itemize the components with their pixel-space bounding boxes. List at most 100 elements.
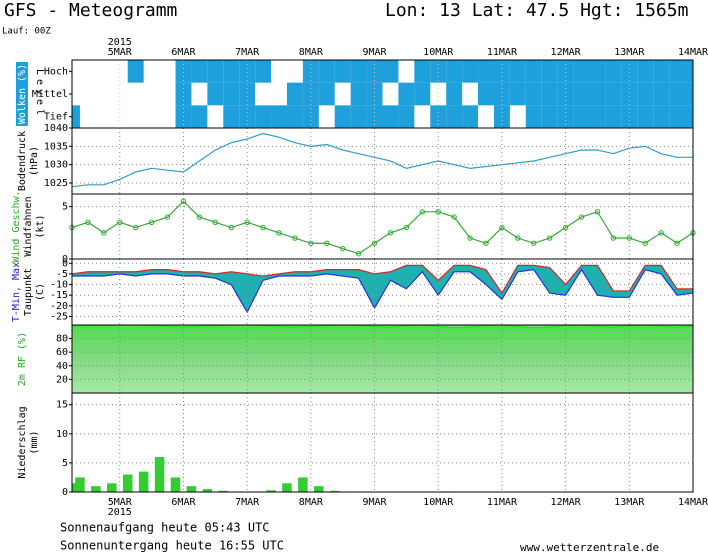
series-marker xyxy=(403,224,410,231)
series-marker xyxy=(658,230,664,236)
cloud-cell xyxy=(414,82,431,106)
cloud-cell xyxy=(573,105,590,128)
y-axis-label: (C) xyxy=(35,283,46,301)
cloud-cell xyxy=(72,105,80,128)
cloud-cell xyxy=(541,105,558,128)
cloud-cell xyxy=(144,105,160,128)
cloud-cell xyxy=(414,60,431,83)
y-tick-label: 0 xyxy=(62,254,68,265)
cloud-cell xyxy=(653,82,670,106)
cloud-cell xyxy=(557,60,574,83)
cloud-cell xyxy=(72,60,80,83)
location: Lon: 13 Lat: 47.5 Hgt: 1565m xyxy=(385,0,688,21)
x-tick-label-top: 6MAR xyxy=(171,47,196,58)
series-marker xyxy=(339,245,346,252)
bar xyxy=(170,477,181,492)
sunrise: Sonnenaufgang heute 05:43 UTC xyxy=(60,521,270,535)
bar xyxy=(75,477,85,492)
series-marker xyxy=(371,240,378,246)
series-marker xyxy=(562,224,569,231)
y-axis-label: Taupunkt xyxy=(23,268,34,316)
bar xyxy=(202,489,213,492)
series-line xyxy=(71,132,693,188)
cloud-cell xyxy=(255,60,272,83)
cloud-cell xyxy=(366,60,383,83)
series-line xyxy=(71,264,693,295)
series-area xyxy=(71,324,694,394)
y-axis-label: T-Min, Max xyxy=(11,262,22,322)
cloud-cell xyxy=(589,82,606,106)
y-axis-label: (hPa) xyxy=(29,146,40,176)
cloud-cell xyxy=(653,105,670,128)
cloud-cell xyxy=(637,60,654,83)
series-marker xyxy=(228,224,234,231)
cloud-cell xyxy=(478,60,494,83)
cloud-cell xyxy=(144,83,160,106)
x-tick-label-bottom: 8MAR xyxy=(299,497,324,508)
series-marker xyxy=(467,235,473,241)
cloud-cell xyxy=(255,83,271,106)
series-marker xyxy=(626,235,633,241)
cloud-cell xyxy=(350,82,367,106)
cloud-cell xyxy=(557,82,574,106)
cloud-cell xyxy=(160,83,176,106)
cloud-cell xyxy=(573,82,590,106)
y-tick-label: -15 xyxy=(50,290,68,301)
series-marker xyxy=(117,219,123,226)
y-tick-label: -10 xyxy=(50,280,68,291)
cloud-cell xyxy=(605,82,622,106)
cloud-cell xyxy=(541,82,558,106)
cloud-cell xyxy=(207,105,223,128)
series-marker xyxy=(196,214,203,220)
cloud-cell xyxy=(112,83,128,106)
year-top: 2015 xyxy=(108,37,132,48)
series-marker xyxy=(387,230,394,236)
bar xyxy=(218,490,229,492)
y-tick-label: 80 xyxy=(56,334,68,345)
cloud-cell xyxy=(160,105,176,128)
series-line xyxy=(71,200,694,255)
x-tick-label-top: 10MAR xyxy=(423,47,454,58)
cloud-cell xyxy=(335,83,351,106)
series-marker xyxy=(212,219,219,226)
cloud-cell xyxy=(382,60,399,83)
x-tick-label-bottom: 12MAR xyxy=(551,497,582,508)
x-tick-label-bottom: 14MAR xyxy=(678,497,708,508)
cloud-cell xyxy=(128,83,144,106)
series-marker xyxy=(324,240,330,246)
series-marker xyxy=(451,214,457,220)
y-tick-label: 1030 xyxy=(44,160,68,171)
cloud-cell xyxy=(239,60,256,83)
cloud-cell xyxy=(127,60,144,83)
cloud-cell xyxy=(302,60,319,83)
series-line xyxy=(72,268,694,314)
cloud-cell xyxy=(478,82,494,106)
x-tick-label-top: 5MAR xyxy=(108,47,133,58)
cloud-cell xyxy=(318,60,335,83)
x-tick-label-bottom: 13MAR xyxy=(614,497,645,508)
cloud-cell xyxy=(319,105,335,128)
series-marker xyxy=(531,240,537,246)
cloud-cell xyxy=(286,105,303,128)
cloud-cell xyxy=(382,105,399,128)
cloud-cell xyxy=(621,60,638,83)
y-axis-label: Windfahnen xyxy=(23,196,34,256)
series-marker xyxy=(132,224,139,231)
y-axis-label: Niederschlag xyxy=(17,406,28,478)
series-marker xyxy=(308,240,314,246)
cloud-cell xyxy=(223,82,240,106)
cloud-cell xyxy=(637,105,654,128)
source: www.wetterzentrale.de xyxy=(520,541,659,553)
cloud-cell xyxy=(605,105,622,128)
y-axis-label: (mm) xyxy=(29,430,40,454)
series-marker xyxy=(180,198,187,205)
cloud-cell xyxy=(128,105,144,128)
cloud-cell xyxy=(685,82,693,106)
series-marker xyxy=(546,235,553,241)
cloud-cell xyxy=(175,82,192,106)
series-marker xyxy=(164,214,171,220)
y-tick-label: 0 xyxy=(62,258,68,269)
cloud-cell xyxy=(207,82,224,106)
cloud-cell xyxy=(509,82,526,106)
